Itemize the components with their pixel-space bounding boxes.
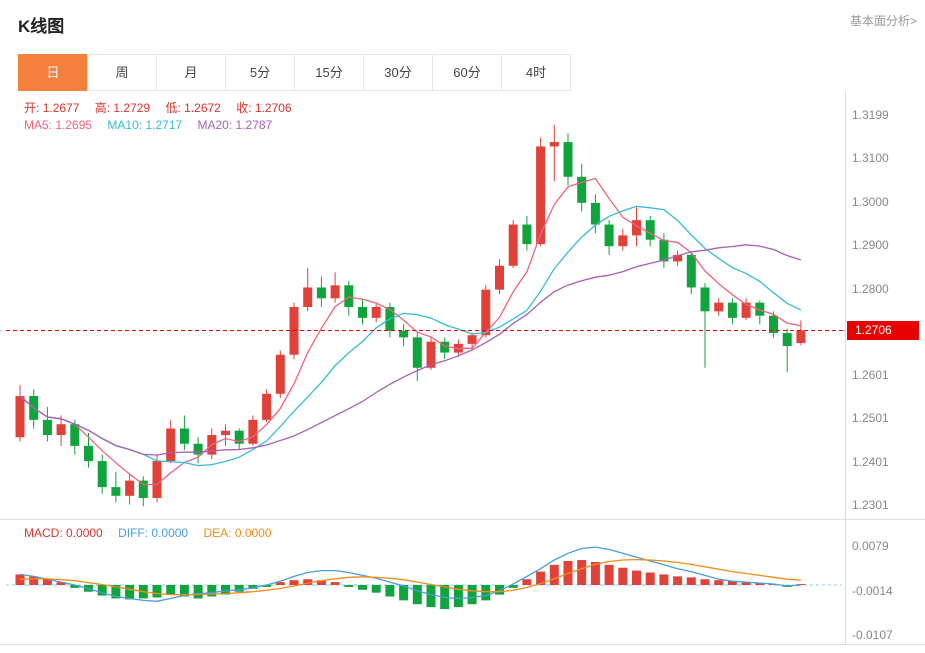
tab-4时[interactable]: 4时 [501,54,571,91]
price-axis-label: 1.3100 [852,151,889,166]
candlestick-chart[interactable] [0,91,925,519]
ohlc-low: 低: 1.2672 [165,101,220,115]
diff-label: DIFF: [118,526,149,540]
ohlc-legend: 开: 1.2677 高: 1.2729 低: 1.2672 收: 1.2706 [24,99,304,116]
macd-axis-label: 0.0079 [852,539,889,554]
ma20-label: MA20: [197,118,233,132]
close-label: 收: [236,101,252,115]
ma10-value: 1.2717 [145,118,183,132]
macd-chart[interactable] [0,519,925,653]
ohlc-close: 收: 1.2706 [236,101,291,115]
macd-legend: MACD: 0.0000 DIFF: 0.0000 DEA: 0.0000 [24,526,284,540]
price-axis-label: 1.2301 [852,498,889,513]
ma5-label: MA5: [24,118,53,132]
dea-value: 0.0000 [234,526,272,540]
price-axis-label: 1.3000 [852,194,889,209]
page-title: K线图 [18,17,65,36]
current-price-badge: 1.2706 [847,321,919,341]
period-tabs: 日周月 5分 15分 30分 60分 4时 [18,54,925,91]
ma20-value: 1.2787 [235,118,273,132]
tab-30分[interactable]: 30分 [363,54,433,91]
chart-region: 开: 1.2677 高: 1.2729 低: 1.2672 收: 1.2706 … [0,91,925,653]
price-axis-label: 1.2501 [852,411,889,426]
high-label: 高: [94,101,111,115]
header: K线图 基本面分析> [0,0,925,40]
price-axis-label: 1.2900 [852,238,889,253]
low-label: 低: [165,101,181,115]
tab-月[interactable]: 月 [156,54,226,91]
diff-value: 0.0000 [151,526,189,540]
ma20-legend: MA20: 1.2787 [197,118,272,132]
diff-value-legend: DIFF: 0.0000 [118,526,188,540]
open-label: 开: [24,101,40,115]
dea-label: DEA: [203,526,232,540]
macd-value: 0.0000 [66,526,103,540]
price-axis-label: 1.3199 [852,108,889,123]
ma-legend: MA5: 1.2695 MA10: 1.2717 MA20: 1.2787 [24,118,284,132]
open-value: 1.2677 [42,101,80,115]
macd-axis-label: -0.0107 [852,628,893,643]
price-axis-label: 1.2800 [852,281,889,296]
close-value: 1.2706 [254,101,292,115]
ma5-value: 1.2695 [55,118,93,132]
tab-60分[interactable]: 60分 [432,54,502,91]
macd-axis-label: -0.0014 [852,583,893,598]
tab-5分[interactable]: 5分 [225,54,295,91]
ma5-legend: MA5: 1.2695 [24,118,92,132]
dea-value-legend: DEA: 0.0000 [203,526,271,540]
high-value: 1.2729 [113,101,151,115]
ohlc-high: 高: 1.2729 [95,101,150,115]
fundamental-analysis-link[interactable]: 基本面分析> [849,14,917,28]
ma10-legend: MA10: 1.2717 [107,118,182,132]
low-value: 1.2672 [184,101,221,115]
price-axis-label: 1.2401 [852,454,889,469]
tab-日[interactable]: 日 [18,54,88,91]
ma10-label: MA10: [107,118,143,132]
ohlc-open: 开: 1.2677 [24,101,79,115]
macd-label: MACD: [24,526,63,540]
macd-value-legend: MACD: 0.0000 [24,526,103,540]
tab-15分[interactable]: 15分 [294,54,364,91]
tab-周[interactable]: 周 [87,54,157,91]
price-axis-label: 1.2601 [852,368,889,382]
